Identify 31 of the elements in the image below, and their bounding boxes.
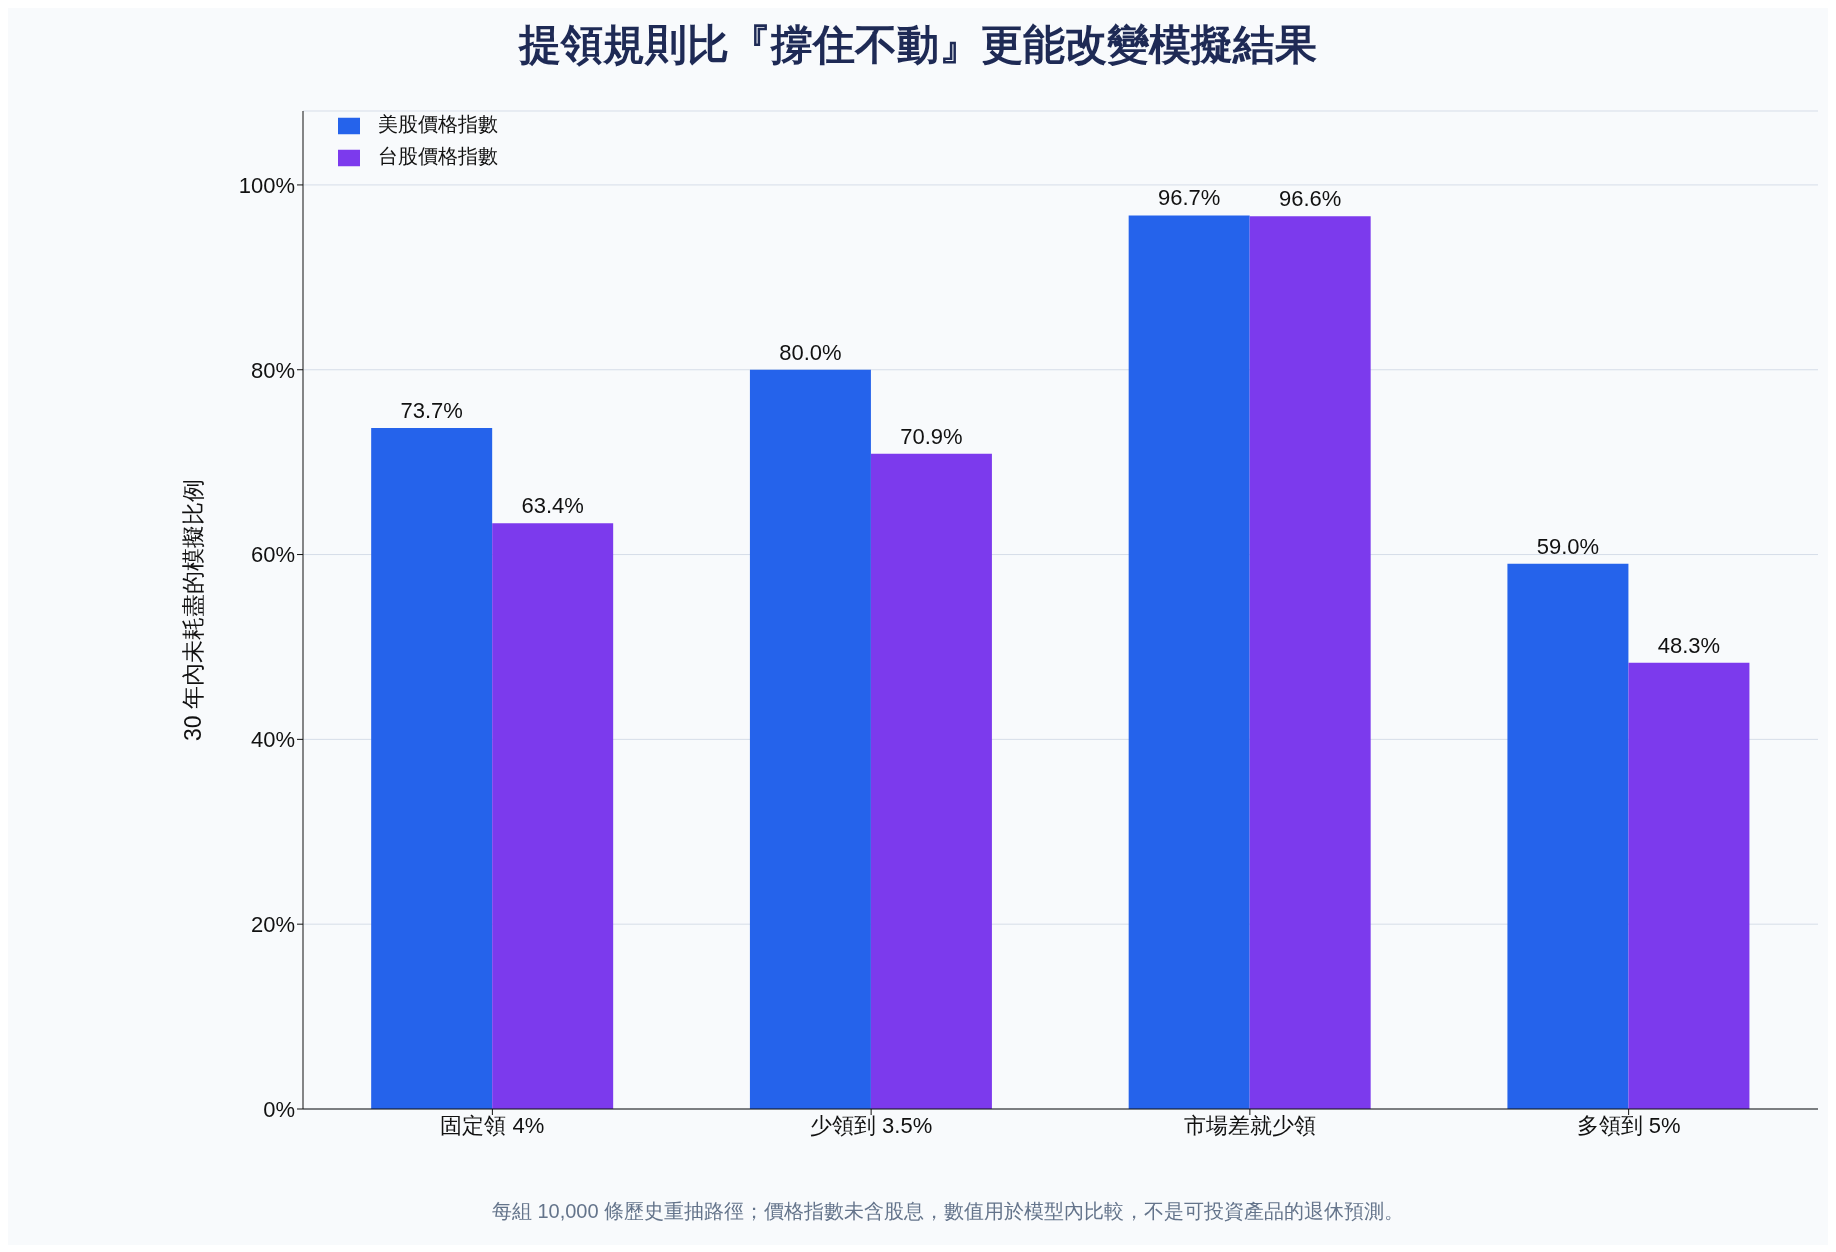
x-tick-label: 多領到 5% [1576, 1112, 1681, 1138]
bar [1628, 662, 1750, 1109]
bar [1507, 563, 1629, 1109]
bar [1249, 216, 1371, 1109]
legend-label: 美股價格指數 [378, 113, 498, 135]
data-label: 59.0% [1536, 533, 1600, 559]
data-label: 63.4% [521, 493, 584, 519]
y-tick-label: 60% [250, 542, 295, 568]
y-tick-label: 80% [250, 357, 295, 383]
legend-label: 台股價格指數 [378, 145, 498, 167]
text: 每組 10,000 條歷史重抽路徑；價格指數未含股息，數值用於模型內比較，不是可投資產品的退休預測。 [490, 1199, 1406, 1224]
bar [870, 453, 992, 1109]
bar [492, 523, 614, 1109]
data-label: 80.0% [779, 339, 842, 365]
chart-title: 提領規則比『撐住不動』更能改變模擬結果 [517, 20, 1318, 70]
data-label: 73.7% [400, 397, 463, 423]
data-label: 96.7% [1157, 185, 1221, 211]
data-label: 48.3% [1657, 632, 1721, 658]
bar [1128, 215, 1250, 1109]
y-tick-label: 40% [250, 727, 295, 753]
data-label: 96.6% [1278, 186, 1342, 212]
y-tick-label: 100% [238, 172, 295, 198]
y-tick-label: 20% [250, 912, 295, 937]
data-label: 70.9% [900, 423, 963, 449]
x-tick-label: 市場差就少領 [1183, 1112, 1316, 1138]
bar [371, 427, 493, 1109]
y-axis-title: 30 年內未耗盡的模擬比例 [180, 479, 207, 741]
bar [749, 369, 871, 1109]
x-tick-label: 少領到 3.5% [809, 1112, 933, 1138]
x-tick-label: 固定領 4% [440, 1112, 545, 1138]
y-tick-label: 0% [263, 1096, 295, 1122]
